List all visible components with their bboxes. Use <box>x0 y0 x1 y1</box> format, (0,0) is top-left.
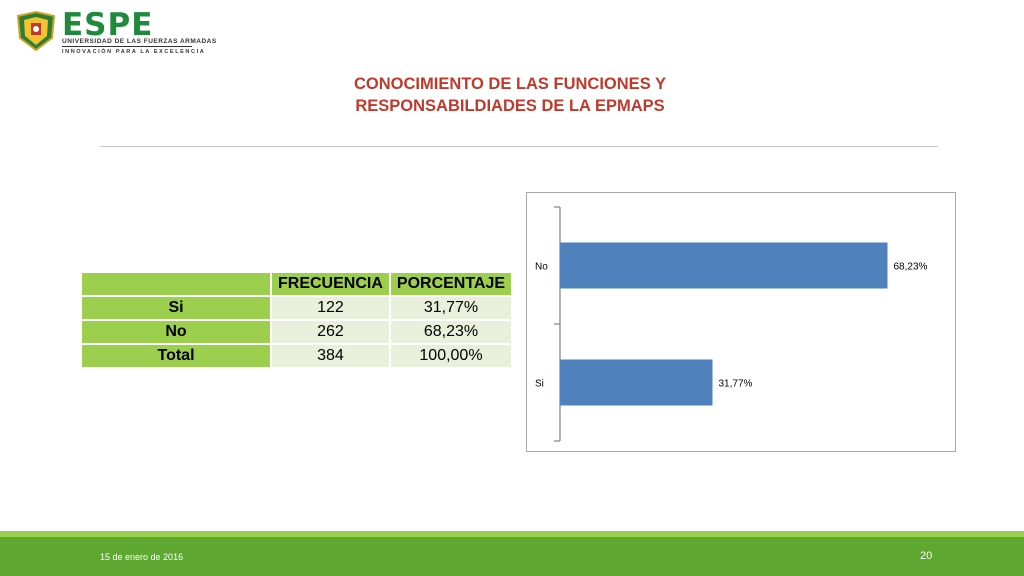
bar-si <box>560 359 713 406</box>
row-porcentaje: 31,77% <box>388 295 514 321</box>
slide-title-line1: CONOCIMIENTO DE LAS FUNCIONES Y <box>353 75 666 93</box>
table-header-porcentaje: PORCENTAJE <box>388 271 514 297</box>
bar-no <box>560 242 888 289</box>
page-number: 20 <box>920 550 933 562</box>
table-header-frecuencia: FRECUENCIA <box>270 271 391 297</box>
title-divider <box>100 146 938 147</box>
frequency-table: FRECUENCIA PORCENTAJE Si 122 31,77% No 2… <box>80 271 514 369</box>
category-label: Si <box>535 379 544 390</box>
row-label: No <box>80 319 272 345</box>
data-label: 68,23% <box>894 262 928 273</box>
row-porcentaje: 68,23% <box>388 319 514 345</box>
row-porcentaje: 100,00% <box>388 343 514 369</box>
logo-divider <box>62 46 192 47</box>
bar-chart: No 68,23% Si 31,77% <box>526 192 956 452</box>
footer-date: 15 de enero de 2016 <box>100 552 184 562</box>
data-label: 31,77% <box>718 379 752 390</box>
table-header-empty <box>80 271 272 297</box>
logo-subtitle: UNIVERSIDAD DE LAS FUERZAS ARMADAS <box>62 38 217 45</box>
row-frecuencia: 122 <box>270 295 391 321</box>
espe-logo: ESPE UNIVERSIDAD DE LAS FUERZAS ARMADAS … <box>14 7 216 55</box>
row-frecuencia: 384 <box>270 343 391 369</box>
slide-title: CONOCIMIENTO DE LAS FUNCIONES Y RESPONSA… <box>250 73 770 117</box>
row-label: Si <box>80 295 272 321</box>
logo-tagline: INNOVACIÓN PARA LA EXCELENCIA <box>62 49 206 55</box>
table-row: Total 384 100,00% <box>80 343 514 369</box>
category-label: No <box>535 262 548 273</box>
logo-wordmark: ESPE <box>62 7 154 43</box>
table-row: Si 122 31,77% <box>80 295 514 321</box>
espe-crest-icon <box>16 10 56 52</box>
table-header-row: FRECUENCIA PORCENTAJE <box>80 271 514 297</box>
footer-bar <box>0 537 1024 576</box>
row-frecuencia: 262 <box>270 319 391 345</box>
row-label: Total <box>80 343 272 369</box>
footer-accent-strip <box>0 531 1024 537</box>
table-row: No 262 68,23% <box>80 319 514 345</box>
bar-chart-svg: No 68,23% Si 31,77% <box>535 206 928 442</box>
slide-title-line2: RESPONSABILDIADES DE LA EPMAPS <box>355 97 665 115</box>
